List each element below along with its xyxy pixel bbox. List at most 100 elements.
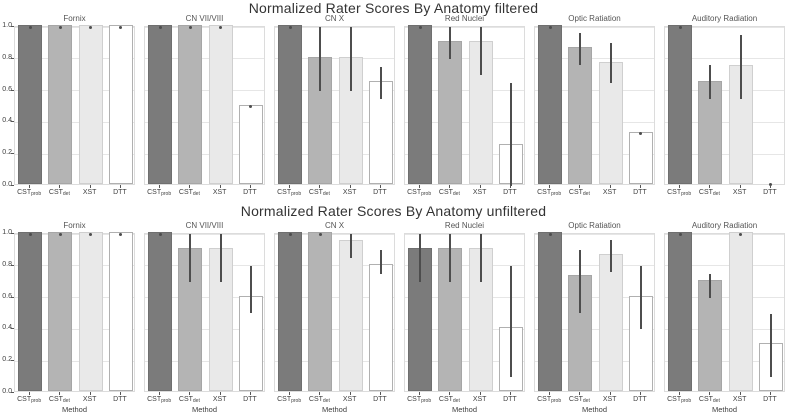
- x-tick-mark: [609, 185, 611, 188]
- x-tick-mark: [639, 185, 641, 188]
- x-tick-label: CSTprob: [664, 189, 694, 197]
- x-tick-label: CSTdet: [44, 189, 74, 197]
- y-tick-mark: [11, 26, 14, 27]
- x-tick-mark: [679, 185, 681, 188]
- x-tick-label: CSTprob: [14, 189, 44, 197]
- bar-cst-prob: [18, 25, 43, 184]
- error-bar: [739, 34, 742, 99]
- method-label-base: CST: [308, 189, 323, 196]
- method-label-subscript: prob: [31, 191, 42, 197]
- method-label-subscript: det: [62, 191, 70, 197]
- x-tick-mark: [509, 185, 511, 188]
- method-label-subscript: det: [712, 191, 720, 197]
- x-tick-mark: [289, 185, 291, 188]
- bar-cst-prob: [18, 232, 43, 391]
- x-tick-label: XST: [335, 396, 365, 403]
- y-tick-mark: [11, 153, 14, 155]
- bar-xst: [208, 25, 233, 184]
- x-tick-mark: [739, 185, 741, 188]
- x-tick-mark: [319, 392, 321, 395]
- bar-cst-det: [438, 247, 463, 391]
- x-tick-mark: [509, 392, 511, 395]
- y-tick-mark: [11, 296, 14, 298]
- y-tick-mark: [11, 89, 14, 91]
- point-marker: [28, 25, 32, 29]
- x-tick-mark: [549, 392, 551, 395]
- method-label-subscript: prob: [291, 398, 302, 404]
- method-label-subscript: prob: [551, 191, 562, 197]
- bar-cst-det: [438, 40, 463, 184]
- facet-panel: [274, 232, 395, 392]
- facet-panel: [664, 232, 785, 392]
- bar-cst-prob: [668, 25, 693, 184]
- x-tick-mark: [29, 185, 31, 188]
- x-tick-mark: [89, 185, 91, 188]
- gridline: [535, 58, 654, 60]
- facet-panel: [14, 232, 135, 392]
- x-tick-mark: [449, 185, 451, 188]
- x-tick-mark: [249, 185, 251, 188]
- method-label-base: CST: [407, 189, 422, 196]
- x-tick-label: XST: [75, 396, 105, 403]
- method-label-base: XST: [472, 189, 487, 196]
- x-tick-mark: [189, 185, 191, 188]
- y-tick-mark: [11, 392, 14, 393]
- y-tick-mark: [11, 121, 14, 123]
- y-tick-label: 0.8: [2, 260, 12, 268]
- x-tick-label: CSTprob: [404, 189, 434, 197]
- error-bar: [509, 265, 512, 378]
- x-tick-mark: [289, 392, 291, 395]
- method-label-subscript: prob: [551, 398, 562, 404]
- method-label-base: CST: [178, 396, 193, 403]
- x-tick-label: DTT: [625, 396, 655, 403]
- point-marker: [158, 25, 162, 29]
- method-label-base: DTT: [113, 189, 127, 196]
- x-tick-mark: [59, 185, 61, 188]
- x-tick-label: DTT: [755, 189, 785, 196]
- method-label-base: DTT: [503, 189, 517, 196]
- y-tick-label: 1.0: [2, 229, 12, 236]
- gridline: [15, 233, 134, 235]
- facet-panel: [14, 25, 135, 185]
- point-marker: [678, 232, 682, 236]
- method-label-base: CST: [308, 396, 323, 403]
- method-label-base: CST: [667, 189, 682, 196]
- x-tick-mark: [119, 392, 121, 395]
- gridline: [405, 233, 524, 235]
- x-tick-mark: [769, 392, 771, 395]
- point-marker: [89, 25, 93, 29]
- x-tick-label: CSTdet: [694, 396, 724, 404]
- chart-title: Normalized Rater Scores By Anatomy filte…: [248, 0, 539, 16]
- gridline: [145, 233, 264, 235]
- x-tick-label: CSTprob: [664, 396, 694, 404]
- bar-dtt: [628, 131, 653, 184]
- error-bar: [609, 42, 612, 83]
- facet-title: CN X: [324, 14, 345, 23]
- gridline: [665, 121, 784, 123]
- x-tick-label: XST: [595, 189, 625, 196]
- method-label-subscript: det: [192, 191, 200, 197]
- point-marker: [58, 232, 62, 236]
- method-label-base: DTT: [373, 189, 387, 196]
- x-tick-label: CSTdet: [564, 396, 594, 404]
- bar-cst-det: [48, 25, 73, 184]
- x-tick-label: CSTprob: [274, 396, 304, 404]
- x-tick-label: XST: [335, 189, 365, 196]
- method-label-base: CST: [698, 396, 713, 403]
- point-marker: [119, 232, 123, 236]
- bar-dtt: [108, 25, 133, 184]
- facet-title: Fornix: [63, 14, 86, 23]
- method-label-subscript: det: [582, 191, 590, 197]
- x-tick-label: DTT: [105, 396, 135, 403]
- facet-title: Auditory Radiation: [691, 221, 758, 230]
- gridline: [665, 90, 784, 92]
- method-label-base: XST: [342, 189, 357, 196]
- gridline: [15, 328, 134, 330]
- gridline: [15, 121, 134, 123]
- method-label-subscript: prob: [31, 398, 42, 404]
- gridline: [275, 26, 394, 28]
- gridline: [275, 328, 394, 330]
- error-bar: [189, 234, 192, 282]
- method-label-base: XST: [472, 396, 487, 403]
- method-label-base: XST: [732, 189, 747, 196]
